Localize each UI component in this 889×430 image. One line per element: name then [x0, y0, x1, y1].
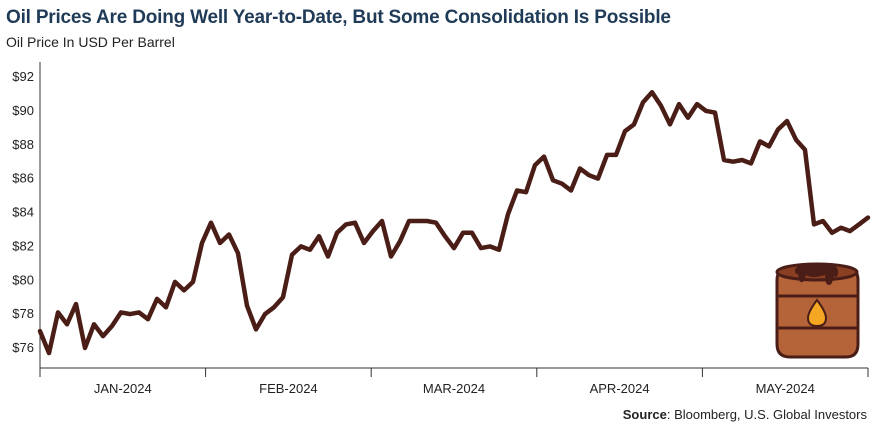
- x-tick-label: MAR-2024: [423, 381, 485, 396]
- y-tick-label: $80: [12, 272, 34, 287]
- y-tick-label: $90: [12, 103, 34, 118]
- y-tick-label: $92: [12, 69, 34, 84]
- y-tick-label: $76: [12, 340, 34, 355]
- x-tick-label: APR-2024: [590, 381, 650, 396]
- series-line-0: [37, 89, 871, 356]
- y-tick-label: $88: [12, 137, 34, 152]
- source-text: : Bloomberg, U.S. Global Investors: [666, 407, 867, 422]
- series-layer: [37, 89, 871, 356]
- chart-subtitle: Oil Price In USD Per Barrel: [6, 34, 175, 50]
- x-tick-label: MAY-2024: [756, 381, 815, 396]
- y-axis: $76 $78 $80 $82 $84 $86 $88 $90 $92: [12, 62, 41, 368]
- x-axis: JAN-2024 FEB-2024 MAR-2024 APR-2024 MAY-2024: [39, 367, 869, 396]
- y-tick-label: $84: [12, 205, 34, 220]
- x-tick-label: FEB-2024: [259, 381, 318, 396]
- y-tick-label: $78: [12, 306, 34, 321]
- oil-barrel-icon: [775, 262, 860, 359]
- chart-title: Oil Prices Are Doing Well Year-to-Date, …: [6, 7, 671, 28]
- source-label: Source: [622, 407, 667, 422]
- y-tick-label: $86: [12, 171, 34, 186]
- x-tick-label: JAN-2024: [94, 381, 152, 396]
- source-note: Source: Bloomberg, U.S. Global Investors: [623, 407, 867, 422]
- y-tick-label: $82: [12, 238, 34, 253]
